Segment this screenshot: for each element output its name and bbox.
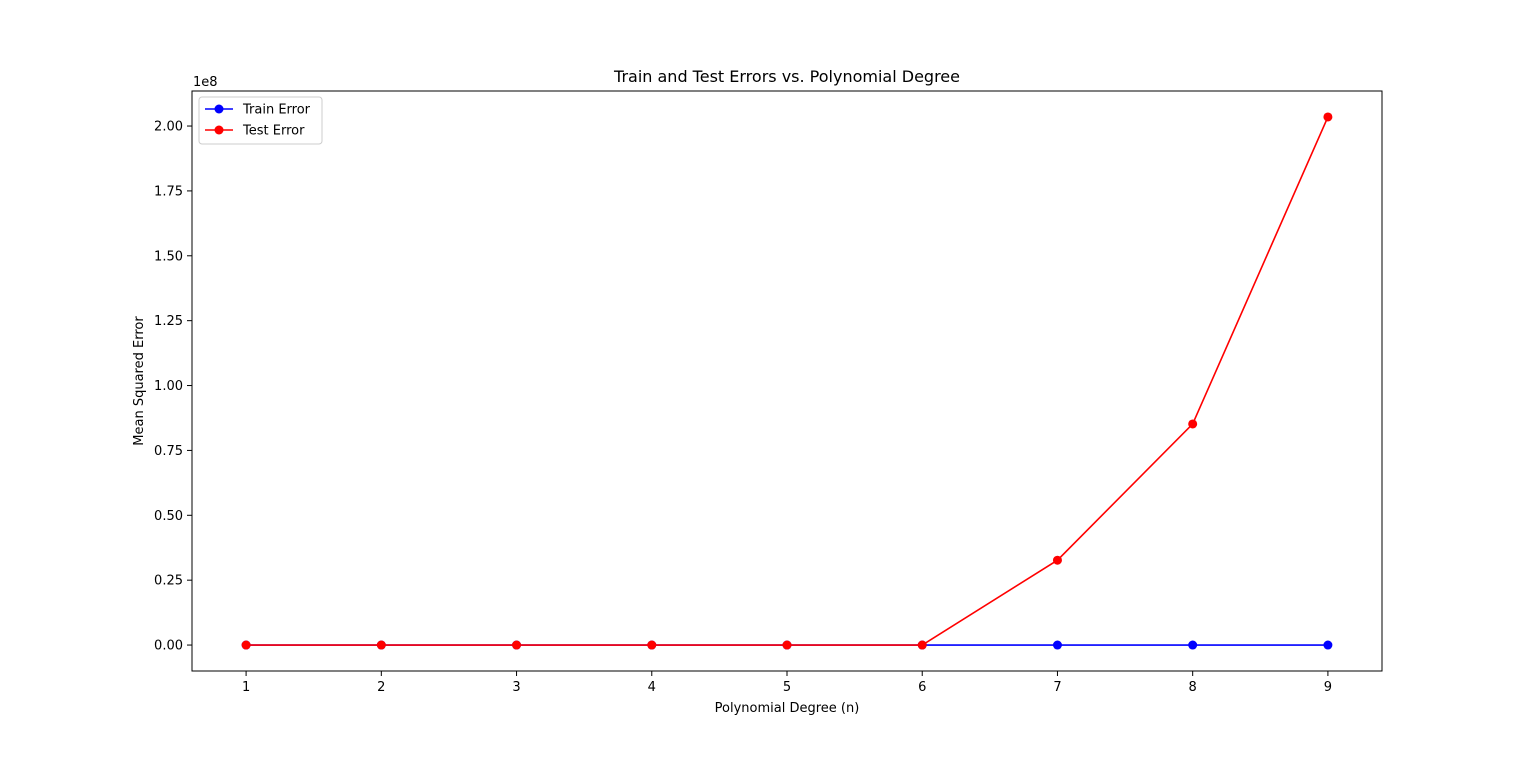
legend-label: Test Error — [242, 124, 305, 139]
y-tick-label: 1.00 — [154, 379, 183, 394]
test-error-point — [512, 640, 522, 650]
y-tick-label: 1.75 — [154, 184, 183, 199]
test-error-point — [1052, 555, 1062, 565]
x-tick-label: 1 — [242, 680, 250, 695]
y-tick-label: 1.25 — [154, 314, 183, 329]
test-error-point — [1188, 419, 1198, 429]
legend-entry-test-error: Test Error — [205, 124, 305, 139]
test-error-point — [647, 640, 657, 650]
legend-marker — [214, 125, 224, 135]
x-tick-label: 9 — [1324, 680, 1332, 695]
series-layer — [241, 112, 1333, 650]
x-tick-label: 2 — [377, 680, 385, 695]
y-tick-label: 0.75 — [154, 444, 183, 459]
chart-title: Train and Test Errors vs. Polynomial Deg… — [613, 67, 960, 86]
y-tick-label: 0.25 — [154, 574, 183, 589]
x-tick-label: 6 — [918, 680, 926, 695]
y-tick-label: 1.50 — [154, 249, 183, 264]
y-axis-label: Mean Squared Error — [132, 316, 147, 446]
test-error-point — [376, 640, 386, 650]
test-error-point — [917, 640, 927, 650]
x-tick-label: 7 — [1053, 680, 1061, 695]
x-tick-label: 4 — [648, 680, 656, 695]
legend-entry-train-error: Train Error — [205, 103, 311, 118]
legend: Train Error Test Error — [198, 96, 323, 145]
y-tick-label: 2.00 — [154, 120, 183, 135]
plot-area-frame — [191, 90, 1383, 672]
x-tick-label: 5 — [783, 680, 791, 695]
x-axis-ticks: 1 2 3 4 5 6 7 8 9 — [242, 671, 1332, 695]
train-error-point — [1323, 640, 1333, 650]
test-error-point — [782, 640, 792, 650]
y-axis-offset-label: 1e8 — [193, 75, 218, 90]
x-tick-label: 8 — [1189, 680, 1197, 695]
legend-entries: Train Error Test Error — [205, 103, 311, 139]
test-error-point — [241, 640, 251, 650]
train-error-point — [1188, 640, 1198, 650]
x-axis-label: Polynomial Degree (n) — [715, 701, 860, 716]
legend-label: Train Error — [242, 103, 311, 118]
train-error-point — [1052, 640, 1062, 650]
y-tick-label: 0.50 — [154, 509, 183, 524]
x-tick-label: 3 — [512, 680, 520, 695]
test-error-point — [1323, 112, 1333, 122]
y-tick-label: 0.00 — [154, 639, 183, 654]
test-error-series — [241, 112, 1333, 650]
y-axis-ticks: 0.00 0.25 0.50 0.75 1.00 1.25 1.50 1.75 2.00 — [154, 120, 192, 654]
legend-marker — [214, 104, 224, 114]
